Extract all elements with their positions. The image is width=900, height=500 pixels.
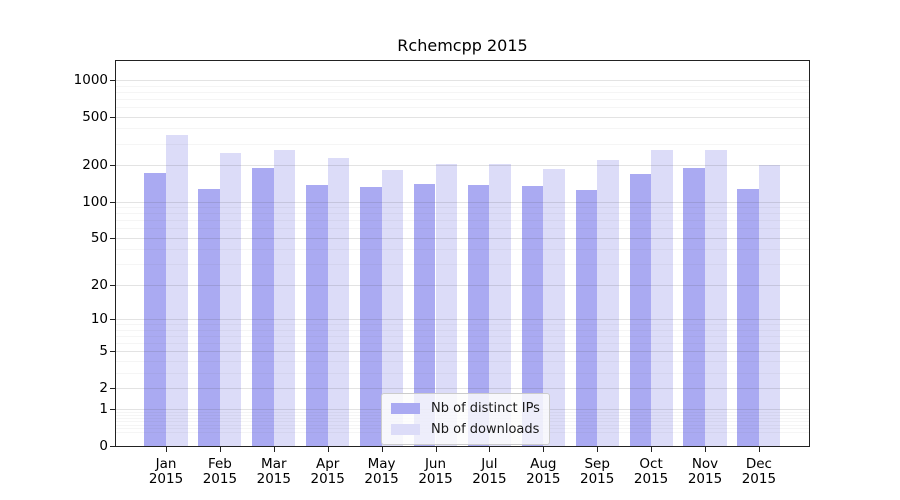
- x-tick-mark: [651, 447, 653, 452]
- bar-distinct-ips-mar: [252, 168, 274, 446]
- y-tick-mark: [110, 201, 115, 203]
- y-tick-label: 200: [82, 157, 108, 174]
- y-tick-label: 5: [99, 343, 108, 360]
- x-tick-label: Sep 2015: [580, 456, 615, 487]
- legend-label-distinct-ips: Nb of distinct IPs: [431, 401, 540, 416]
- bar-distinct-ips-feb: [198, 188, 220, 446]
- bar-distinct-ips-jun: [413, 183, 436, 446]
- x-tick-label: Jul 2015: [472, 456, 507, 487]
- x-tick-mark: [273, 447, 275, 452]
- y-tick-label: 2: [99, 379, 108, 396]
- y-tick-label: 100: [82, 193, 108, 210]
- bar-distinct-ips-may: [360, 186, 382, 446]
- bar-downloads-nov: [705, 150, 727, 446]
- y-tick-label: 50: [90, 229, 108, 246]
- y-tick-label: 0: [99, 438, 108, 454]
- bar-downloads-oct: [651, 150, 673, 446]
- bar-downloads-mar: [273, 150, 296, 446]
- major-gridline: [116, 116, 809, 118]
- bar-distinct-ips-nov: [683, 168, 705, 446]
- y-tick-label: 1000: [73, 72, 108, 88]
- x-tick-mark: [758, 447, 760, 452]
- y-tick-label: 500: [82, 108, 108, 125]
- x-tick-mark: [166, 447, 167, 452]
- legend-item-distinct-ips: Nb of distinct IPs: [391, 401, 540, 416]
- bar-downloads-jan: [166, 134, 188, 446]
- y-tick-mark: [110, 351, 115, 353]
- x-tick-label: May 2015: [364, 456, 399, 487]
- x-tick-mark: [327, 447, 329, 452]
- legend-label-downloads: Nb of downloads: [431, 422, 540, 437]
- x-tick-label: Oct 2015: [633, 456, 669, 487]
- bar-distinct-ips-dec: [737, 188, 759, 446]
- y-tick-mark: [110, 446, 115, 447]
- legend-swatch-downloads: [391, 424, 420, 435]
- minor-gridline: [116, 85, 809, 87]
- bar-downloads-feb: [219, 152, 242, 446]
- bar-downloads-may: [381, 170, 404, 446]
- x-tick-label: Mar 2015: [256, 456, 291, 487]
- y-tick-mark: [110, 165, 115, 167]
- bar-distinct-ips-jul: [467, 184, 490, 446]
- major-gridline: [116, 80, 809, 81]
- y-tick-mark: [110, 284, 115, 286]
- x-tick-mark: [435, 447, 437, 452]
- legend-item-downloads: Nb of downloads: [391, 422, 540, 437]
- x-tick-mark: [489, 447, 491, 452]
- x-tick-label: Dec 2015: [741, 456, 777, 487]
- x-tick-label: Jun 2015: [418, 456, 453, 487]
- bar-distinct-ips-sep: [575, 189, 598, 446]
- bar-downloads-jul: [489, 164, 511, 446]
- y-tick-mark: [110, 318, 115, 320]
- bar-downloads-jun: [435, 163, 458, 446]
- y-tick-mark: [110, 80, 115, 81]
- x-tick-mark: [219, 447, 221, 452]
- chart-title: Rchemcpp 2015: [397, 36, 528, 55]
- x-tick-label: Feb 2015: [202, 456, 238, 487]
- x-tick-label: Apr 2015: [310, 456, 345, 487]
- legend: Nb of distinct IPs Nb of downloads: [381, 393, 550, 445]
- minor-gridline: [116, 98, 809, 100]
- x-tick-mark: [381, 447, 383, 452]
- x-tick-label: Nov 2015: [687, 456, 723, 487]
- y-tick-mark: [110, 116, 115, 118]
- bar-distinct-ips-oct: [629, 173, 652, 446]
- x-tick-label: Aug 2015: [526, 456, 561, 487]
- minor-gridline: [116, 107, 809, 109]
- y-tick-label: 20: [90, 276, 108, 293]
- bar-distinct-ips-apr: [306, 184, 328, 446]
- bar-downloads-sep: [597, 159, 619, 446]
- bar-downloads-aug: [543, 169, 565, 446]
- plot-area: Nb of distinct IPs Nb of downloads 0 1 2 5 1…: [74, 60, 810, 487]
- x-tick-label: Jan 2015: [148, 456, 184, 487]
- minor-gridline: [116, 143, 809, 145]
- legend-swatch-distinct-ips: [391, 403, 420, 414]
- bar-distinct-ips-aug: [521, 186, 544, 446]
- x-tick-mark: [543, 447, 545, 452]
- x-tick-mark: [705, 447, 706, 452]
- y-tick-label: 10: [90, 310, 108, 327]
- minor-gridline: [116, 91, 809, 93]
- y-tick-mark: [110, 387, 115, 389]
- y-tick-mark: [110, 237, 115, 239]
- x-tick-mark: [597, 447, 599, 452]
- y-tick-mark: [110, 409, 115, 411]
- bar-downloads-apr: [327, 158, 350, 446]
- bar-distinct-ips-jan: [144, 173, 166, 446]
- y-tick-label: 1: [99, 401, 108, 418]
- bar-downloads-dec: [758, 165, 781, 446]
- minor-gridline: [116, 128, 809, 130]
